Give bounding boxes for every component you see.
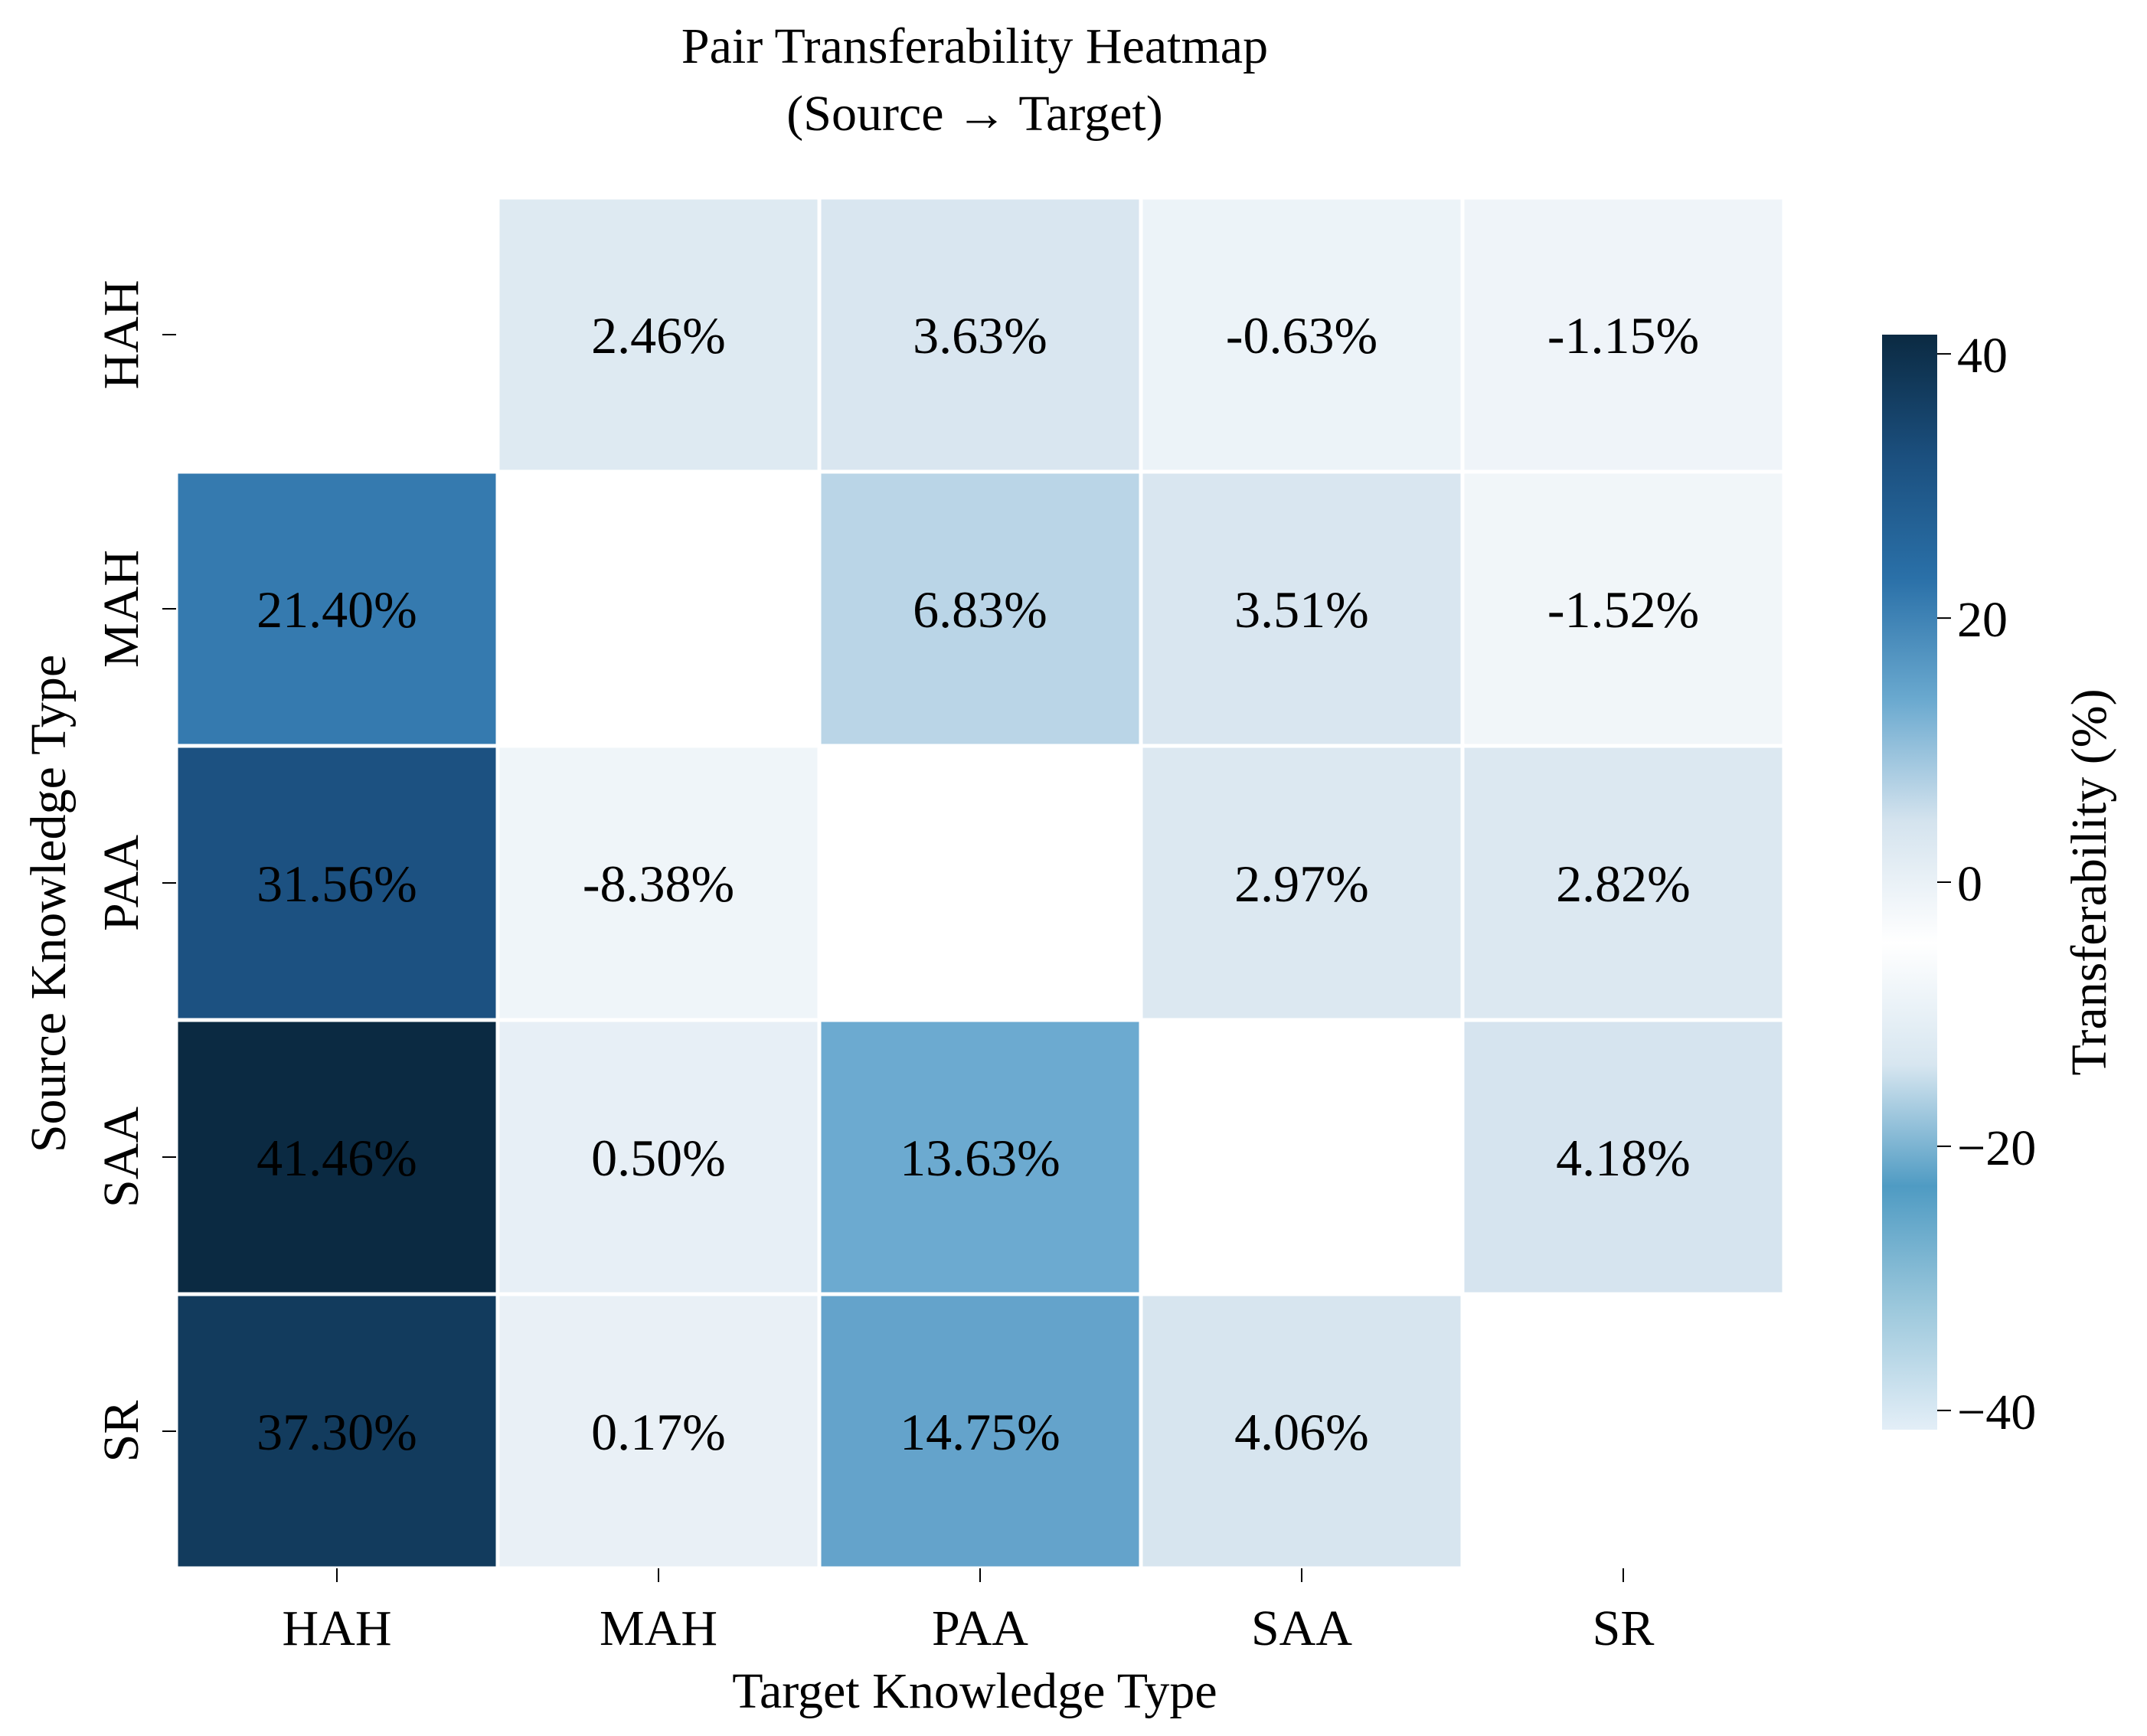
colorbar-tick-label: 20 xyxy=(1957,592,2008,648)
cell-value-label: 0.50% xyxy=(591,1129,726,1187)
colorbar-gradient xyxy=(1882,335,1937,1430)
cell-value-label: 37.30% xyxy=(257,1403,417,1461)
heatmap-cell-saa-mah xyxy=(499,1022,818,1293)
heatmap-cell-mah-saa xyxy=(1142,473,1461,744)
heatmap-cell-saa-hah xyxy=(178,1022,496,1293)
heatmap-cell-saa-sr xyxy=(1464,1022,1783,1293)
cell-value-label: -1.15% xyxy=(1547,306,1699,365)
heatmap-cell-sr-paa xyxy=(821,1296,1139,1567)
heatmap-cell-saa-paa xyxy=(821,1022,1139,1293)
cell-value-label: 3.51% xyxy=(1234,580,1369,639)
cell-value-label: -1.52% xyxy=(1547,580,1699,639)
cell-value-label: 4.06% xyxy=(1234,1403,1369,1461)
x-tick-label: SR xyxy=(1593,1600,1655,1656)
cell-value-label: -8.38% xyxy=(583,855,734,913)
colorbar: 40 20 0 −20 −40 xyxy=(1882,328,2036,1440)
heatmap-cell-hah-mah xyxy=(499,199,818,470)
heatmap-cell-sr-hah xyxy=(178,1296,496,1567)
colorbar-ticks: 40 20 0 −20 −40 xyxy=(1937,328,2036,1440)
cell-value-label: 4.18% xyxy=(1556,1129,1691,1187)
heatmap-cell-hah-saa xyxy=(1142,199,1461,470)
cell-value-label: 14.75% xyxy=(900,1403,1060,1461)
heatmap-cell-hah-paa xyxy=(821,199,1139,470)
cell-value-label: 21.40% xyxy=(257,580,417,639)
cell-value-label: 3.63% xyxy=(913,306,1047,365)
y-tick-label: HAH xyxy=(93,280,149,390)
cell-value-label: 41.46% xyxy=(257,1129,417,1187)
y-tick-label: MAH xyxy=(93,550,149,668)
cell-value-label: -0.63% xyxy=(1226,306,1377,365)
cell-value-label: 13.63% xyxy=(900,1129,1060,1187)
heatmap-cell-sr-mah xyxy=(499,1296,818,1567)
heatmap-cell-mah-hah xyxy=(178,473,496,744)
heatmap-cell-mah-sr xyxy=(1464,473,1783,744)
x-tick-label: SAA xyxy=(1251,1600,1352,1656)
heatmap-cell-paa-sr xyxy=(1464,747,1783,1018)
heatmap-cell-paa-saa xyxy=(1142,747,1461,1018)
y-axis-label: Source Knowledge Type xyxy=(21,655,77,1152)
y-tick-label: PAA xyxy=(93,835,149,931)
y-tick-label: SAA xyxy=(93,1107,149,1208)
cell-value-label: 31.56% xyxy=(257,855,417,913)
heatmap-cell-mah-paa xyxy=(821,473,1139,744)
cell-value-label: 6.83% xyxy=(913,580,1047,639)
heatmap-cell-hah-sr xyxy=(1464,199,1783,470)
chart-subtitle: (Source → Target) xyxy=(786,86,1162,142)
heatmap-cells: 2.46% 3.63% -0.63% -1.15% 21.40% 6.83% 3.51% -1… xyxy=(178,199,1783,1567)
heatmap-cell-paa-mah xyxy=(499,747,818,1018)
colorbar-tick-label: 40 xyxy=(1957,328,2008,384)
x-tick-label: PAA xyxy=(932,1600,1028,1656)
x-tick-label: HAH xyxy=(283,1600,392,1656)
x-axis-ticks: HAH MAH PAA SAA SR xyxy=(283,1568,1655,1656)
cell-value-label: 2.97% xyxy=(1234,855,1369,913)
cell-value-label: 2.46% xyxy=(591,306,726,365)
cell-value-label: 0.17% xyxy=(591,1403,726,1461)
colorbar-tick-label: −40 xyxy=(1957,1385,2036,1440)
chart-title: Pair Transferability Heatmap xyxy=(681,18,1268,74)
colorbar-tick-label: 0 xyxy=(1957,856,1982,912)
colorbar-tick-label: −20 xyxy=(1957,1120,2036,1176)
heatmap-cell-paa-hah xyxy=(178,747,496,1018)
x-axis-label: Target Knowledge Type xyxy=(732,1663,1217,1719)
y-tick-label: SR xyxy=(93,1401,149,1463)
cell-value-label: 2.82% xyxy=(1556,855,1691,913)
y-axis-ticks: HAH MAH PAA SAA SR xyxy=(93,280,176,1463)
x-tick-label: MAH xyxy=(600,1600,717,1656)
heatmap-cell-sr-saa xyxy=(1142,1296,1461,1567)
colorbar-label: Transferability (%) xyxy=(2061,688,2117,1075)
